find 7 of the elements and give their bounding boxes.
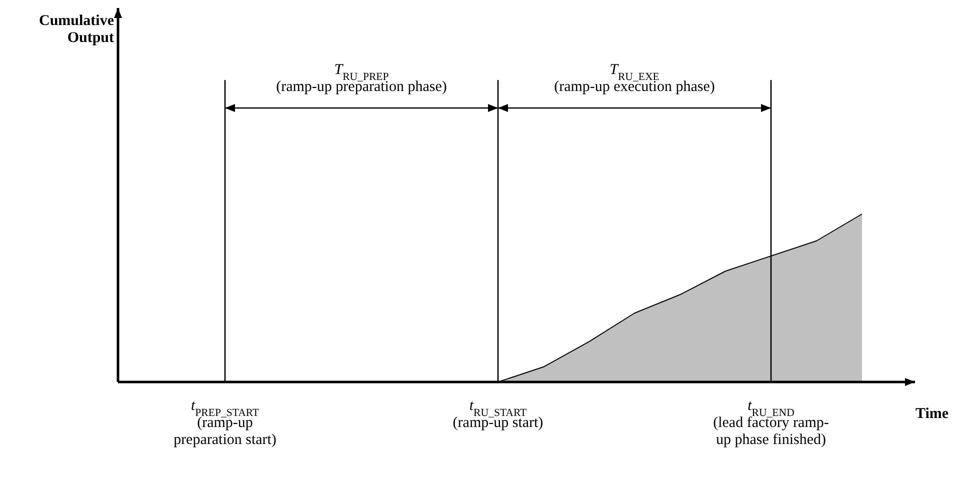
- text: T$_{RU_EXE}$ (ramp-up execution phase): [554, 62, 715, 95]
- x-tick-label: t$_{RU_START}$ (ramp-up start): [452, 398, 544, 431]
- x-tick-label: t$_{RU_END}$ (lead factory ramp- up phase finished): [713, 398, 829, 448]
- x-axis-title: Time: [915, 406, 949, 422]
- text: T$_{RU_PREP}$ (ramp-up preparation phase): [276, 62, 447, 95]
- x-tick-label: t$_{PREP_START}$ (ramp-up preparation start): [174, 398, 276, 448]
- text: Cumulative Output: [39, 13, 114, 46]
